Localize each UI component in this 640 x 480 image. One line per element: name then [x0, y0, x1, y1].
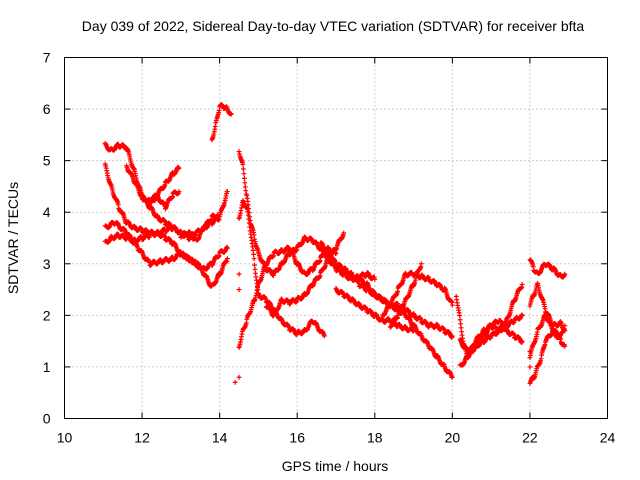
data-point — [321, 333, 327, 339]
data-point — [372, 276, 378, 282]
data-point — [251, 251, 256, 257]
x-axis-label: GPS time / hours — [282, 458, 389, 474]
outlier-point — [236, 287, 242, 292]
data-point — [458, 321, 463, 327]
x-tick-label: 14 — [212, 430, 228, 446]
series-track-c — [102, 228, 230, 272]
data-point — [246, 216, 252, 222]
data-point — [449, 333, 455, 339]
series-track-d — [102, 219, 230, 289]
outlier-point — [236, 271, 242, 277]
series-track-n — [333, 285, 416, 334]
y-tick-labels: 0 1 2 3 4 5 6 7 — [43, 50, 51, 427]
data-point — [457, 313, 463, 318]
y-axis-label: SDTVAR / TECUs — [5, 182, 21, 294]
data-point — [251, 232, 257, 238]
x-tick-label: 18 — [367, 430, 383, 446]
y-tick-label: 4 — [43, 204, 51, 220]
data-point — [240, 162, 246, 167]
data-point — [215, 212, 221, 218]
data-point — [241, 175, 247, 181]
series-track-g — [178, 212, 220, 243]
data-point — [449, 302, 455, 308]
y-tick-label: 6 — [43, 101, 51, 117]
y-tick-label: 1 — [43, 359, 51, 375]
data-point — [242, 180, 248, 186]
data-point — [240, 166, 246, 172]
x-tick-label: 24 — [600, 430, 616, 446]
data-point — [341, 230, 347, 236]
data-point — [241, 171, 247, 177]
outlier-point — [232, 380, 238, 385]
chart-title: Day 039 of 2022, Sidereal Day-to-day VTE… — [82, 18, 585, 34]
y-tick-label: 2 — [43, 307, 51, 323]
data-point — [228, 111, 234, 117]
series-track-q — [387, 264, 424, 330]
data-point — [449, 374, 455, 380]
data-point — [519, 338, 525, 344]
data-point — [562, 343, 568, 349]
series-track-h — [209, 102, 234, 143]
data-point — [418, 261, 424, 267]
y-tick-label: 3 — [43, 256, 51, 272]
outlier-point — [527, 364, 533, 370]
outlier-point — [236, 374, 242, 380]
data-point — [176, 165, 182, 171]
series-track-p — [380, 269, 455, 318]
y-tick-label: 0 — [43, 411, 51, 427]
y-tick-label: 7 — [43, 50, 51, 66]
series-track-i — [236, 149, 377, 283]
x-tick-labels: 10 12 14 16 18 20 22 24 — [57, 430, 616, 446]
series-track-f — [147, 189, 181, 212]
data-point — [246, 220, 252, 226]
data-point — [411, 328, 416, 334]
x-tick-label: 20 — [445, 430, 461, 446]
data-point — [457, 317, 463, 323]
series-track-x — [527, 312, 567, 361]
x-tick-label: 22 — [522, 430, 538, 446]
data-point — [225, 256, 230, 262]
y-tick-label: 5 — [43, 153, 51, 169]
data-point — [252, 262, 257, 268]
series-track-k — [236, 198, 327, 338]
x-tick-label: 16 — [289, 430, 305, 446]
x-tick-label: 12 — [134, 430, 150, 446]
data-points — [102, 102, 568, 386]
data-point — [225, 245, 230, 251]
series-track-t — [457, 318, 525, 356]
data-point — [519, 312, 525, 318]
data-point — [562, 271, 568, 277]
series-track-u — [527, 257, 567, 280]
x-tick-label: 10 — [57, 430, 73, 446]
series-track-j — [236, 244, 338, 350]
data-point — [225, 189, 230, 194]
data-point — [519, 282, 525, 287]
series-track-v — [527, 280, 567, 333]
data-point — [176, 189, 182, 194]
data-point — [251, 256, 257, 262]
